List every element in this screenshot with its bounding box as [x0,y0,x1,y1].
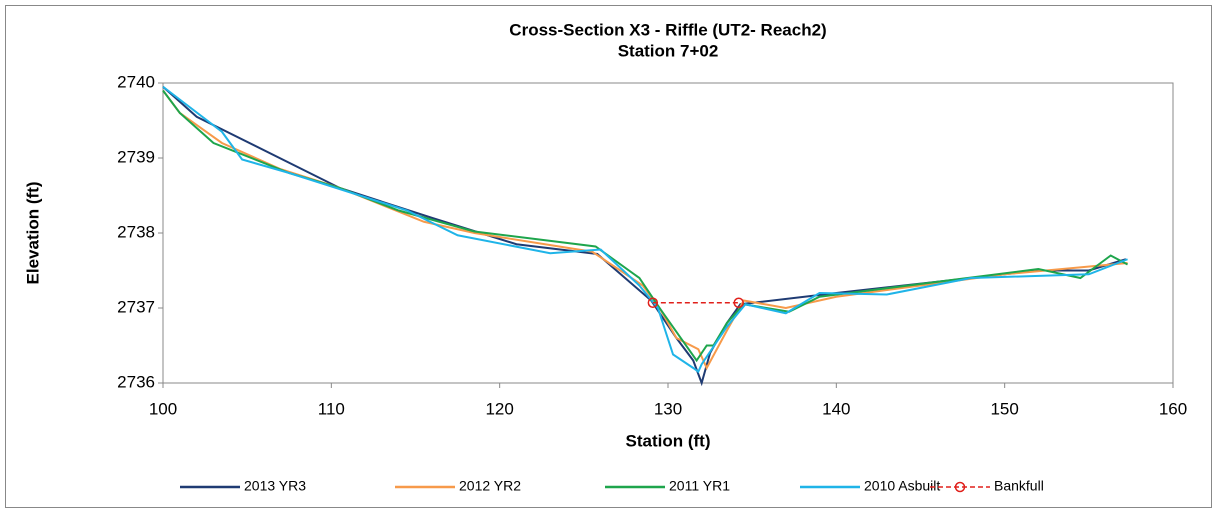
legend-marker [954,481,966,493]
y-axis-label: Elevation (ft) [23,182,42,285]
x-tick-label: 130 [654,399,682,418]
x-tick-label: 120 [485,399,513,418]
x-tick-label: 160 [1159,399,1187,418]
x-axis-label: Station (ft) [626,431,711,450]
y-tick-label: 2737 [117,297,155,316]
series-marker [647,297,659,308]
legend-label: 2011 YR1 [669,478,730,494]
plot-area [162,82,1174,384]
x-tick-label: 140 [822,399,850,418]
chart-subtitle: Station 7+02 [618,41,719,60]
x-tick-label: 100 [149,399,177,418]
legend-label: 2013 YR3 [244,478,306,494]
series-marker [733,297,744,308]
y-tick-label: 2738 [117,222,155,241]
legend-label: Bankfull [994,478,1044,494]
y-tick-label: 2740 [117,72,155,91]
legend-label: 2012 YR2 [459,478,521,494]
series-line [162,85,1128,374]
legend-label: 2010 Asbuilt [864,478,940,494]
y-tick-label: 2739 [117,147,155,166]
x-tick-label: 110 [318,399,345,418]
x-tick-label: 150 [990,399,1018,418]
chart-title: Cross-Section X3 - Riffle (UT2- Reach2) [509,20,826,39]
y-tick-label: 2736 [117,372,155,391]
